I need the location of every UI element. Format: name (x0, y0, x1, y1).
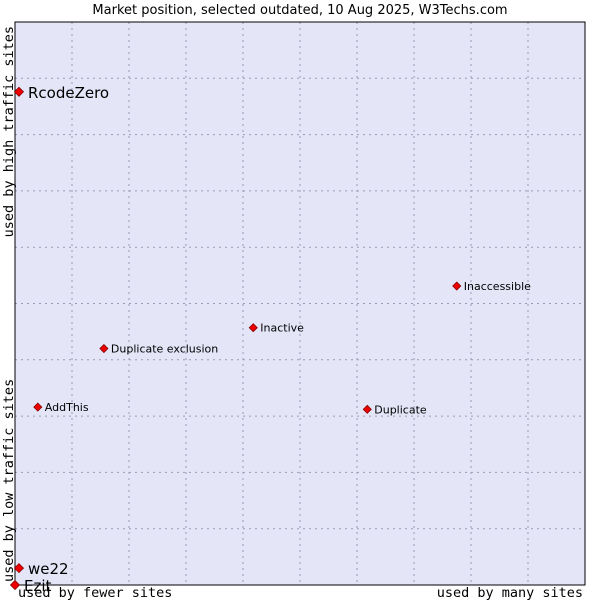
grid-lines (15, 22, 585, 585)
point-marker (13, 563, 25, 574)
x-axis-label-right: used by many sites (437, 585, 583, 600)
point-label: RcodeZero (28, 84, 109, 102)
point-marker (13, 86, 25, 97)
point-label: we22 (28, 560, 69, 578)
point-label: Ezit (24, 577, 52, 595)
point-label: AddThis (45, 401, 89, 414)
data-point-inactive: Inactive (248, 322, 304, 335)
y-axis-label-top: used by high traffic sites (1, 26, 17, 237)
data-points: RcodeZero Inaccessible Inactive Duplicate e… (9, 84, 531, 595)
point-marker (9, 579, 21, 591)
point-marker (99, 343, 109, 354)
point-marker (248, 323, 258, 333)
point-marker (362, 404, 372, 414)
data-point-duplicate-exclusion: Duplicate exclusion (99, 343, 218, 356)
x-axis-label-left: used by fewer sites (18, 585, 172, 600)
data-point-ezit: Ezit (9, 577, 52, 595)
point-label: Inactive (260, 322, 304, 335)
data-point-inaccessible: Inaccessible (452, 280, 531, 293)
point-label: Duplicate exclusion (111, 343, 218, 356)
data-point-we22: we22 (13, 560, 69, 578)
y-axis-label-bottom: used by low traffic sites (1, 379, 17, 582)
point-label: Inaccessible (464, 280, 531, 293)
point-marker (452, 281, 462, 291)
plot-border (14, 21, 586, 586)
point-label: Duplicate (374, 403, 427, 416)
data-point-rcodezero: RcodeZero (13, 84, 109, 102)
data-point-duplicate: Duplicate (362, 403, 427, 416)
chart-title: Market position, selected outdated, 10 A… (92, 3, 507, 18)
point-marker (33, 402, 43, 412)
data-point-addthis: AddThis (33, 401, 89, 414)
